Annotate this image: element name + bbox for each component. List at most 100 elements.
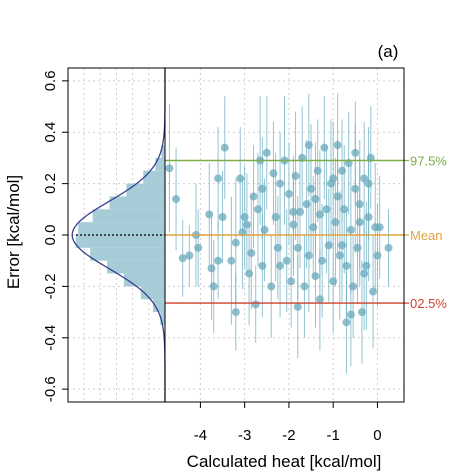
data-point-87 (245, 269, 254, 278)
data-point-42 (307, 184, 316, 193)
data-point-18 (247, 248, 256, 257)
data-point-28 (273, 243, 282, 252)
data-point-11 (220, 143, 229, 152)
data-point-81 (333, 141, 342, 150)
data-points (165, 141, 393, 327)
y-tick-label-6: 0.6 (42, 70, 59, 91)
histogram-bar-7 (78, 222, 165, 235)
histogram-bar-5 (90, 247, 165, 261)
error-bars (168, 93, 390, 374)
data-point-88 (329, 174, 338, 183)
data-point-62 (351, 184, 360, 193)
panel-label: (a) (378, 42, 399, 61)
data-point-70 (369, 287, 378, 296)
main-plot-frame (164, 67, 405, 403)
data-point-32 (284, 189, 293, 198)
data-point-82 (360, 269, 369, 278)
data-point-49 (322, 205, 331, 214)
data-point-52 (329, 277, 338, 286)
data-point-2 (178, 254, 187, 263)
data-point-64 (355, 200, 364, 209)
data-point-61 (349, 282, 358, 291)
data-point-76 (346, 310, 355, 319)
y-tick-label-0: -0.6 (42, 376, 59, 402)
data-point-48 (320, 143, 329, 152)
data-point-23 (260, 225, 269, 234)
data-point-77 (304, 141, 313, 150)
data-point-39 (300, 282, 309, 291)
data-point-65 (357, 308, 366, 317)
data-point-19 (249, 192, 258, 201)
histogram-bar-9 (109, 196, 165, 210)
data-point-89 (364, 179, 373, 188)
data-point-46 (315, 210, 324, 219)
data-point-3 (185, 251, 194, 260)
axis-ticks: -0.6 -0.4 -0.2 0.0 0.2 0.4 0.6 -4 -3 -2 -1 0 (42, 70, 382, 444)
histogram-bar-11 (143, 170, 165, 184)
x-tick-label-1: -3 (238, 427, 251, 444)
data-point-35 (291, 171, 300, 180)
data-point-20 (251, 300, 260, 309)
data-point-94 (253, 205, 262, 214)
reference-lines: 97.5% Mean 02.5% (165, 153, 447, 311)
data-point-60 (346, 225, 355, 234)
data-point-44 (311, 272, 320, 281)
data-point-1 (172, 195, 181, 204)
data-point-16 (240, 213, 249, 222)
data-point-17 (242, 220, 251, 229)
data-point-45 (313, 166, 322, 175)
histogram-bar-3 (123, 273, 165, 287)
data-point-57 (340, 205, 349, 214)
histogram-bar-13 (161, 145, 165, 158)
data-point-86 (214, 174, 223, 183)
data-point-40 (302, 200, 311, 209)
y-axis-label: Error [kcal/mol] (4, 175, 23, 289)
data-point-78 (231, 238, 240, 247)
data-point-79 (258, 184, 267, 193)
y-tick-label-2: -0.2 (42, 273, 59, 299)
data-point-9 (214, 256, 223, 265)
data-point-75 (342, 318, 351, 327)
data-point-68 (364, 213, 373, 222)
reference-label-0: 97.5% (410, 153, 447, 168)
data-point-8 (209, 282, 218, 291)
data-point-34 (289, 220, 298, 229)
data-point-14 (236, 174, 245, 183)
histogram-bar-4 (107, 260, 165, 274)
data-point-92 (355, 218, 364, 227)
histogram-bar-6 (75, 235, 165, 248)
x-tick-label-2: -2 (282, 427, 295, 444)
data-point-50 (324, 241, 333, 250)
error-histogram (75, 145, 165, 325)
data-point-83 (276, 261, 285, 270)
histogram-bar-12 (155, 157, 165, 171)
data-point-53 (331, 218, 340, 227)
data-point-26 (269, 169, 278, 178)
data-point-91 (338, 241, 347, 250)
histogram-bar-1 (152, 299, 165, 313)
data-point-27 (271, 213, 280, 222)
data-point-6 (205, 210, 214, 219)
data-point-67 (362, 261, 371, 270)
data-point-85 (351, 148, 360, 157)
histogram-bar-0 (160, 312, 165, 325)
histogram-bar-10 (126, 183, 165, 197)
data-point-55 (335, 251, 344, 260)
data-point-29 (276, 179, 285, 188)
x-tick-label-0: -4 (194, 427, 207, 444)
histogram-bar-8 (92, 209, 165, 223)
data-point-37 (295, 207, 304, 216)
data-point-63 (353, 243, 362, 252)
data-point-90 (289, 207, 298, 216)
data-point-22 (258, 261, 267, 270)
data-point-41 (304, 251, 313, 260)
data-point-24 (262, 148, 271, 157)
data-point-5 (194, 243, 203, 252)
data-point-0 (165, 164, 174, 173)
data-point-73 (375, 223, 384, 232)
y-tick-label-1: -0.4 (42, 325, 59, 351)
data-point-43 (309, 223, 318, 232)
y-tick-label-4: 0.2 (42, 173, 59, 194)
data-point-80 (293, 302, 302, 311)
